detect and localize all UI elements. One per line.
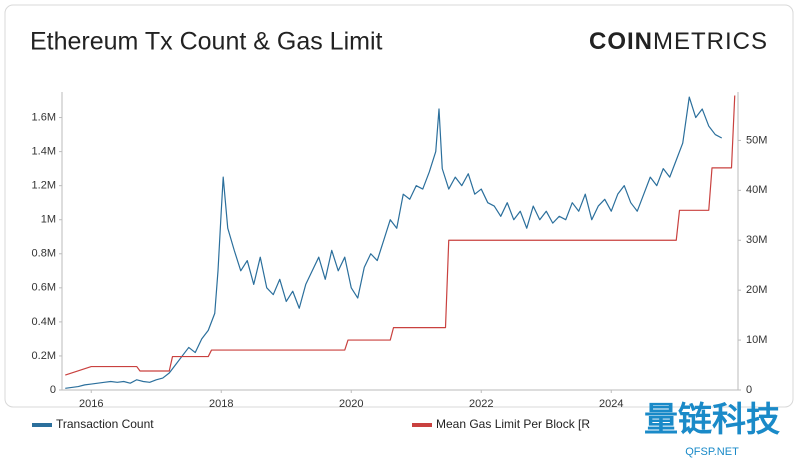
y2-tick-label: 50M	[746, 134, 767, 146]
legend-label: Mean Gas Limit Per Block [R	[436, 417, 590, 431]
x-tick-label: 2022	[469, 398, 493, 410]
y-tick-label: 1.6M	[32, 111, 56, 123]
y2-tick-label: 20M	[746, 284, 767, 296]
legend: Transaction Count Mean Gas Limit Per Bloc…	[32, 417, 590, 431]
legend-swatch	[412, 423, 432, 427]
y-tick-label: 0.6M	[32, 282, 56, 294]
y2-tick-label: 0	[746, 384, 752, 396]
y-tick-label: 1M	[41, 214, 56, 226]
y-tick-label: 1.2M	[32, 180, 56, 192]
y2-tick-label: 40M	[746, 184, 767, 196]
x-tick-label: 2020	[339, 398, 363, 410]
y-tick-label: 1.4M	[32, 146, 56, 158]
y-tick-label: 0.8M	[32, 248, 56, 260]
x-tick-label: 2024	[599, 398, 623, 410]
x-tick-label: 2018	[209, 398, 233, 410]
y-tick-label: 0.2M	[32, 350, 56, 362]
x-tick-label: 2016	[79, 398, 103, 410]
y-tick-label: 0.4M	[32, 316, 56, 328]
y2-tick-label: 30M	[746, 234, 767, 246]
chart-title: Ethereum Tx Count & Gas Limit	[30, 28, 383, 56]
chart-frame	[4, 4, 794, 408]
series-line	[65, 96, 723, 389]
legend-label: Transaction Count	[56, 417, 154, 431]
legend-swatch	[32, 423, 52, 427]
brand-logo: COINMETRICS	[589, 28, 768, 55]
y-tick-label: 0	[50, 384, 56, 396]
series-line	[65, 95, 736, 376]
y2-tick-label: 10M	[746, 334, 767, 346]
watermark-url: QFSP.NET	[685, 446, 739, 458]
watermark: 量链科技	[644, 401, 780, 439]
